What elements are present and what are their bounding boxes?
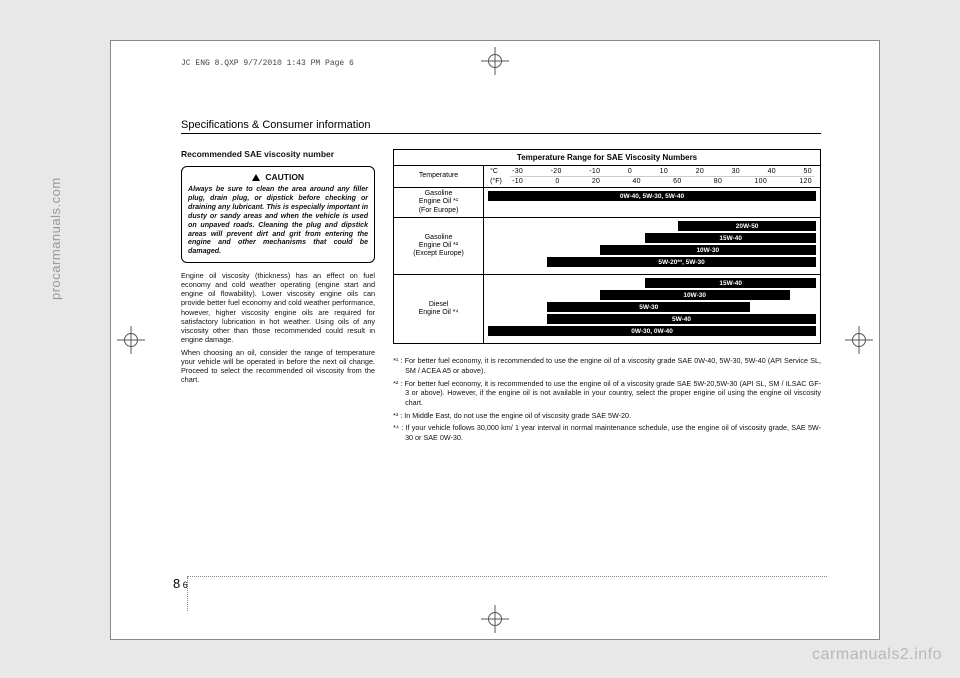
tick-f: 0 <box>555 178 559 185</box>
print-header: JC ENG 8.QXP 9/7/2010 1:43 PM Page 6 <box>181 59 354 68</box>
chart-title: Temperature Range for SAE Viscosity Numb… <box>394 150 820 166</box>
tick-f: 80 <box>714 178 722 185</box>
tick-f: 60 <box>673 178 681 185</box>
viscosity-bar: 15W-40 <box>645 278 816 288</box>
bar-wrap: 0W-40, 5W-30, 5W-40 <box>488 191 816 201</box>
temp-label-cell: Temperature <box>394 166 484 187</box>
bar-wrap: 15W-40 <box>488 278 816 288</box>
tick-f: 20 <box>592 178 600 185</box>
footnotes: *¹ : For better fuel economy, it is reco… <box>393 356 821 443</box>
caution-body: Always be sure to clean the area around … <box>188 185 368 256</box>
bar-wrap: 5W-20*³, 5W-30 <box>488 257 816 267</box>
subheading: Recommended SAE viscosity number <box>181 149 375 160</box>
unit-c: °C <box>490 168 510 178</box>
warning-triangle-icon <box>252 174 260 181</box>
viscosity-bar: 10W-30 <box>600 245 816 255</box>
viscosity-bar: 0W-30, 0W-40 <box>488 326 816 336</box>
left-watermark: procarmanuals.com <box>48 177 63 300</box>
footnote-2: *² : For better fuel economy, it is reco… <box>393 379 821 408</box>
tick-f: -10 <box>512 178 523 185</box>
unit-f: (°F) <box>490 178 510 185</box>
tick-c: 20 <box>696 168 704 175</box>
tick-c: -20 <box>551 168 562 175</box>
dotted-rule <box>187 576 827 577</box>
row-label: DieselEngine Oil *⁴ <box>394 275 484 343</box>
page-minor: 6 <box>183 580 188 590</box>
row-body: 0W-40, 5W-30, 5W-40 <box>484 188 820 217</box>
bar-wrap: 5W-30 <box>488 302 816 312</box>
viscosity-chart: Temperature Range for SAE Viscosity Numb… <box>393 149 821 344</box>
page-major: 8 <box>173 576 180 591</box>
bar-wrap: 10W-30 <box>488 290 816 300</box>
tick-c: 40 <box>768 168 776 175</box>
chart-row: GasolineEngine Oil *¹(For Europe) 0W-40, … <box>394 188 820 218</box>
footnote-1: *¹ : For better fuel economy, it is reco… <box>393 356 821 375</box>
tick-c: -10 <box>589 168 600 175</box>
fahrenheit-ticks: -10 0 20 40 60 80 100 120 <box>510 178 814 185</box>
viscosity-bar: 5W-40 <box>547 314 816 324</box>
footnote-4: *⁴ : If your vehicle follows 30,000 km/ … <box>393 423 821 442</box>
viscosity-bar: 5W-30 <box>547 302 750 312</box>
tick-f: 100 <box>754 178 767 185</box>
tick-c: -30 <box>512 168 523 175</box>
tick-c: 0 <box>628 168 632 175</box>
chart-data-rows: GasolineEngine Oil *¹(For Europe) 0W-40, … <box>394 188 820 343</box>
chart-temp-row: Temperature °C -30 -20 -10 0 10 20 30 40 50 (°F)… <box>394 166 820 188</box>
footnote-3: *³ : In Middle East, do not use the engi… <box>393 411 821 421</box>
viscosity-bar: 0W-40, 5W-30, 5W-40 <box>488 191 816 201</box>
viscosity-bar: 5W-20*³, 5W-30 <box>547 257 816 267</box>
row-label: GasolineEngine Oil *¹(For Europe) <box>394 188 484 217</box>
page-container: JC ENG 8.QXP 9/7/2010 1:43 PM Page 6 Spe… <box>110 40 880 640</box>
row-body: 20W-50 15W-40 10W-30 5W-20*³, 5W-30 <box>484 218 820 274</box>
right-column: Temperature Range for SAE Viscosity Numb… <box>393 149 821 446</box>
bar-wrap: 5W-40 <box>488 314 816 324</box>
tick-f: 40 <box>632 178 640 185</box>
chart-row: DieselEngine Oil *⁴ 15W-40 10W-30 5W-30 5W-4… <box>394 275 820 343</box>
registration-mark-icon <box>481 605 509 633</box>
caution-heading: CAUTION <box>188 172 368 183</box>
bar-wrap: 20W-50 <box>488 221 816 231</box>
row-label: GasolineEngine Oil *²(Except Europe) <box>394 218 484 274</box>
body-paragraph: Engine oil viscosity (thickness) has an … <box>181 271 375 344</box>
row-body: 15W-40 10W-30 5W-30 5W-40 0W-30, 0W-40 <box>484 275 820 343</box>
left-column: Recommended SAE viscosity number CAUTION… <box>181 149 375 446</box>
right-watermark: carmanuals2.info <box>812 646 942 664</box>
tick-f: 120 <box>799 178 812 185</box>
temp-label: Temperature <box>419 172 458 180</box>
caution-box: CAUTION Always be sure to clean the area… <box>181 166 375 264</box>
viscosity-bar: 15W-40 <box>645 233 816 243</box>
tick-c: 30 <box>732 168 740 175</box>
caution-title: CAUTION <box>265 172 304 182</box>
celsius-ticks: -30 -20 -10 0 10 20 30 40 50 <box>510 168 814 177</box>
viscosity-bar: 10W-30 <box>600 290 790 300</box>
bar-wrap: 15W-40 <box>488 233 816 243</box>
viscosity-bar: 20W-50 <box>678 221 816 231</box>
body-paragraph: When choosing an oil, consider the range… <box>181 348 375 384</box>
registration-mark-icon <box>845 326 873 354</box>
registration-mark-icon <box>117 326 145 354</box>
registration-mark-icon <box>481 47 509 75</box>
tick-c: 50 <box>804 168 812 175</box>
chart-row: GasolineEngine Oil *²(Except Europe)20W-… <box>394 218 820 275</box>
section-title: Specifications & Consumer information <box>181 119 821 134</box>
temp-scale-cell: °C -30 -20 -10 0 10 20 30 40 50 (°F) -10 0 20 40 60 8… <box>484 166 820 187</box>
bar-wrap: 0W-30, 0W-40 <box>488 326 816 336</box>
tick-c: 10 <box>660 168 668 175</box>
content-area: Recommended SAE viscosity number CAUTION… <box>181 149 821 446</box>
bar-wrap: 10W-30 <box>488 245 816 255</box>
page-number: 8 6 <box>173 576 188 591</box>
